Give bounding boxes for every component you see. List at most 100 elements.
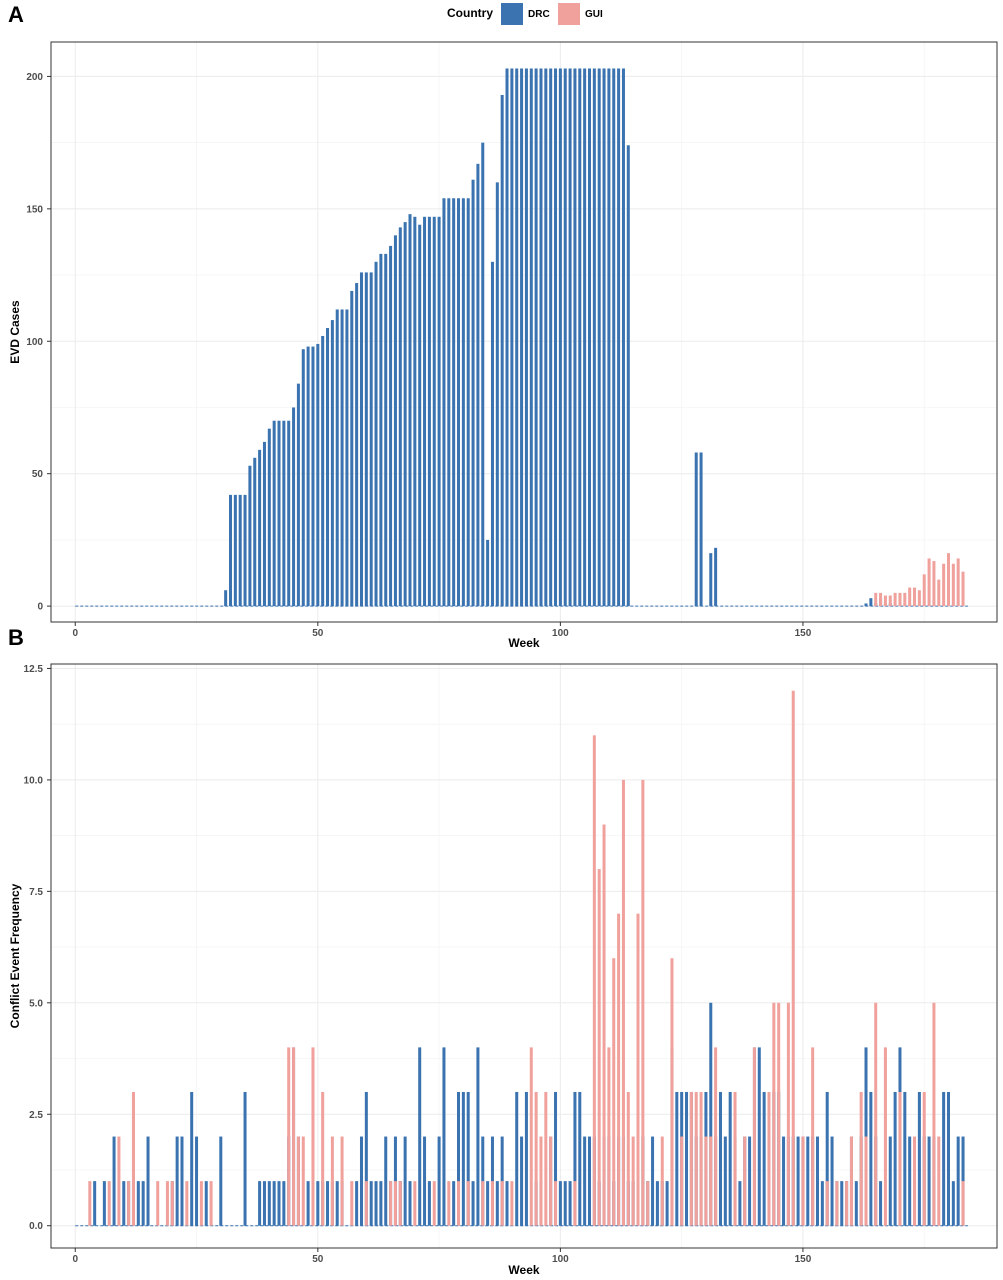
bar-drc xyxy=(558,68,562,607)
bar-gui xyxy=(117,1136,121,1226)
panel-b-x-axis: 0 50 100 150 xyxy=(72,1248,812,1265)
bar-drc xyxy=(277,1181,281,1226)
bar-drc xyxy=(146,1136,150,1226)
bar-drc xyxy=(626,145,630,607)
bar-drc xyxy=(563,68,567,607)
bar-drc xyxy=(335,1181,339,1226)
bar-drc xyxy=(379,1181,383,1226)
bar-gui xyxy=(602,824,606,1226)
bar-drc xyxy=(946,1091,950,1226)
bar-gui xyxy=(554,1181,558,1226)
bar-drc xyxy=(510,68,514,607)
bar-drc xyxy=(102,1181,106,1226)
bar-gui xyxy=(946,553,950,607)
y-tick-label: 10.0 xyxy=(24,775,44,786)
bar-gui xyxy=(156,1181,160,1226)
bar-drc xyxy=(951,1181,955,1226)
bar-gui xyxy=(791,690,795,1226)
bar-gui xyxy=(961,571,965,607)
bar-drc xyxy=(427,216,431,607)
bar-drc xyxy=(355,1181,359,1226)
y-tick-label: 150 xyxy=(26,204,43,215)
bar-drc xyxy=(578,68,582,607)
bar-drc xyxy=(602,68,606,607)
bar-gui xyxy=(631,1136,635,1226)
bar-drc xyxy=(403,222,407,607)
bar-gui xyxy=(466,1181,470,1226)
bar-gui xyxy=(811,1047,815,1226)
bar-gui xyxy=(743,1136,747,1226)
bar-gui xyxy=(350,1181,354,1226)
bar-gui xyxy=(913,587,917,607)
bar-drc xyxy=(718,1091,722,1226)
bar-drc xyxy=(258,1181,262,1226)
bar-gui xyxy=(539,1136,543,1226)
bar-gui xyxy=(932,561,936,607)
panel-b-y-axis: 0.0 2.5 5.0 7.5 10.0 12.5 xyxy=(24,664,51,1232)
bar-gui xyxy=(908,587,912,607)
bar-drc xyxy=(481,1136,485,1226)
panel-b-plot-frame xyxy=(50,663,998,1249)
bar-drc xyxy=(651,1136,655,1226)
bar-drc xyxy=(500,1136,504,1226)
bar-drc xyxy=(369,1181,373,1226)
bar-drc xyxy=(592,68,596,607)
bar-drc xyxy=(520,68,524,607)
bar-drc xyxy=(685,1091,689,1226)
bar-drc xyxy=(854,1181,858,1226)
bar-gui xyxy=(389,1181,393,1226)
bar-gui xyxy=(932,1002,936,1226)
bar-drc xyxy=(442,198,446,607)
bar-drc xyxy=(364,272,368,607)
bar-drc xyxy=(423,1136,427,1226)
bar-drc xyxy=(326,328,330,607)
bar-drc xyxy=(112,1136,116,1226)
bar-gui xyxy=(612,958,616,1226)
bar-drc xyxy=(403,1136,407,1226)
bar-drc xyxy=(262,441,266,607)
panel-a-y-axis: 0 50 100 150 200 xyxy=(26,72,51,613)
bar-drc xyxy=(597,68,601,607)
bar-gui xyxy=(777,1002,781,1226)
bar-gui xyxy=(849,1136,853,1226)
bar-drc xyxy=(427,1181,431,1226)
bar-gui xyxy=(170,1181,174,1226)
bar-drc xyxy=(452,1181,456,1226)
bar-drc xyxy=(568,68,572,607)
bar-gui xyxy=(922,1091,926,1226)
bar-drc xyxy=(326,1181,330,1226)
bar-drc xyxy=(549,68,553,607)
panel-a-drc-bars xyxy=(224,68,892,607)
bar-drc xyxy=(554,68,558,607)
bar-gui xyxy=(447,1181,451,1226)
bar-drc xyxy=(306,346,310,607)
bar-drc xyxy=(253,457,257,607)
bar-drc xyxy=(359,272,363,607)
bar-gui xyxy=(597,869,601,1226)
bar-drc xyxy=(461,1091,465,1226)
bar-gui xyxy=(859,1091,863,1226)
panel-a-gui-bars xyxy=(874,553,965,607)
y-tick-label: 7.5 xyxy=(29,887,43,898)
bar-gui xyxy=(287,1047,291,1226)
bar-gui xyxy=(883,1047,887,1226)
bar-drc xyxy=(287,420,291,607)
bar-drc xyxy=(432,216,436,607)
bar-gui xyxy=(927,558,931,607)
bar-drc xyxy=(364,1091,368,1226)
bar-drc xyxy=(903,1091,907,1226)
bar-gui xyxy=(835,1181,839,1226)
bar-drc xyxy=(292,407,296,607)
bar-gui xyxy=(199,1181,203,1226)
bar-drc xyxy=(350,290,354,607)
bar-gui xyxy=(898,1091,902,1226)
bar-gui xyxy=(956,558,960,607)
bar-drc xyxy=(534,68,538,607)
bar-gui xyxy=(621,779,625,1226)
bar-gui xyxy=(500,1181,504,1226)
bar-drc xyxy=(563,1181,567,1226)
bar-drc xyxy=(520,1136,524,1226)
bar-drc xyxy=(452,198,456,607)
bar-drc xyxy=(466,198,470,607)
